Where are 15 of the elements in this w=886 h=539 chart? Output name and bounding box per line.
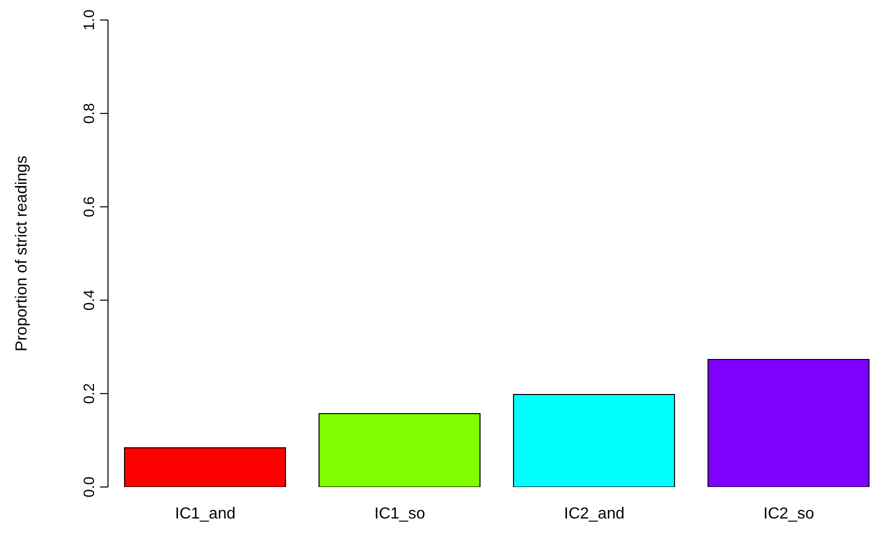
y-tick-label: 0.0	[81, 476, 98, 498]
x-tick-label: IC2_and	[564, 505, 624, 522]
y-tick-label: 0.2	[81, 383, 98, 404]
y-tick-label: 0.8	[81, 102, 98, 124]
bar	[124, 447, 286, 487]
y-axis-title: Proportion of strict readings	[14, 156, 31, 352]
y-tick-label: 0.6	[81, 196, 98, 218]
bar	[708, 359, 870, 487]
bar	[513, 394, 676, 487]
bar	[318, 413, 481, 487]
x-tick-label: IC2_so	[763, 505, 814, 522]
x-tick-label: IC1_so	[374, 505, 426, 522]
y-tick-label: 1.0	[81, 10, 98, 30]
y-tick-label: 0.4	[81, 290, 98, 311]
x-tick-label: IC1_and	[175, 505, 236, 522]
